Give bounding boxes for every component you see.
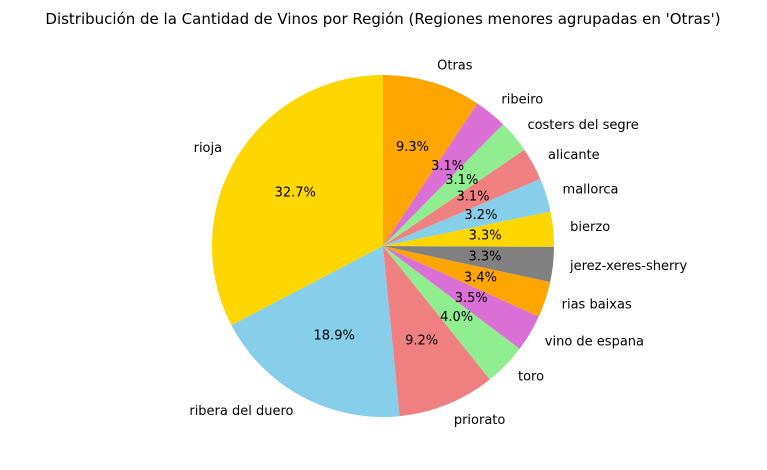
slice-label-rioja: rioja [194, 141, 223, 156]
pie-slice-toro [383, 246, 520, 380]
pct-label-jerez-xeres-sherry: 3.3% [468, 250, 501, 265]
slice-label-mallorca: mallorca [563, 182, 619, 197]
pie-slices [211, 75, 554, 417]
pct-label-rias-baixas: 3.4% [464, 271, 497, 286]
pct-label-toro: 4.0% [440, 310, 473, 325]
pie-slice-alicante [383, 149, 541, 246]
slice-label-rias-baixas: rias baixas [562, 297, 632, 312]
pct-label-bierzo: 3.3% [469, 228, 502, 243]
slice-label-otras: Otras [437, 58, 473, 73]
pct-label-rioja: 32.7% [275, 185, 316, 200]
slice-labels: rioja ribera del duero priorato toro vino de… [189, 58, 687, 427]
slice-label-jerez-xeres-sherry: jerez-xeres-sherry [569, 259, 687, 274]
pct-label-ribeiro: 3.1% [431, 159, 464, 174]
pie-slice-jerez-xeres-sherry [383, 246, 554, 282]
pie-slice-ribera-del-duero [231, 246, 400, 417]
slice-label-ribera-del-duero: ribera del duero [189, 404, 293, 419]
pie-slice-vino-de-espana [383, 246, 539, 349]
slice-label-toro: toro [518, 370, 544, 385]
pie-slice-otras [383, 75, 478, 246]
pct-label-mallorca: 3.2% [464, 208, 497, 223]
chart-title: Distribución de la Cantidad de Vinos por… [45, 10, 720, 28]
pie-slice-rias-baixas [383, 246, 551, 317]
pie-slice-ribeiro [383, 103, 504, 247]
pct-label-ribera-del-duero: 18.9% [314, 329, 355, 344]
pie-slice-rioja [211, 75, 383, 326]
pie-slice-priorato [383, 246, 490, 417]
slice-label-ribeiro: ribeiro [501, 92, 543, 107]
slice-label-vino-de-espana: vino de espana [545, 334, 644, 349]
pct-label-otras: 9.3% [396, 140, 429, 155]
percentage-labels: 32.7% 18.9% 9.2%4.0% 3.5% 3.4% 3.3% 3.3% 3.2% 3.… [275, 140, 502, 348]
pct-label-alicante: 3.1% [456, 189, 489, 204]
slice-label-costers-del-segre: costers del segre [527, 118, 638, 133]
pie-slice-mallorca [383, 178, 551, 246]
pie-slice-bierzo [383, 211, 554, 247]
slice-label-priorato: priorato [454, 413, 506, 428]
pct-label-costers-del-segre: 3.1% [445, 173, 478, 188]
pct-label-priorato: 9.2% [405, 334, 438, 349]
pct-label-vino-de-espana: 3.5% [455, 291, 488, 306]
pie-slice-costers-del-segre [383, 124, 525, 246]
slice-label-bierzo: bierzo [570, 220, 610, 235]
slice-label-alicante: alicante [548, 148, 600, 163]
